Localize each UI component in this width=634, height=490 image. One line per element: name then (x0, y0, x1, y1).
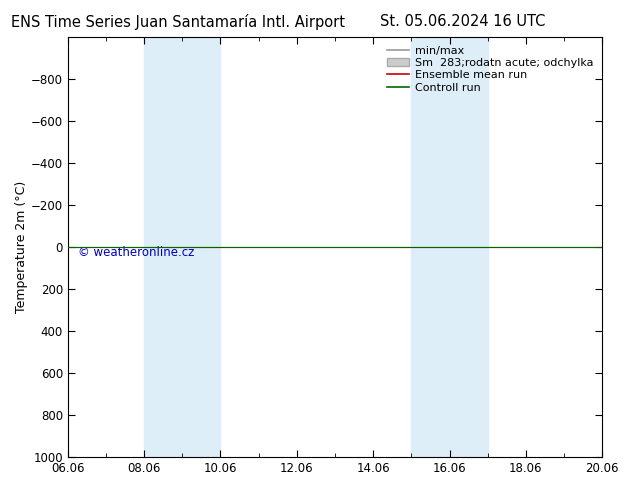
Text: ENS Time Series Juan Santamaría Intl. Airport: ENS Time Series Juan Santamaría Intl. Ai… (11, 14, 344, 30)
Text: © weatheronline.cz: © weatheronline.cz (79, 246, 195, 259)
Y-axis label: Temperature 2m (°C): Temperature 2m (°C) (15, 181, 28, 313)
Legend: min/max, Sm  283;rodatn acute; odchylka, Ensemble mean run, Controll run: min/max, Sm 283;rodatn acute; odchylka, … (384, 43, 597, 96)
Text: St. 05.06.2024 16 UTC: St. 05.06.2024 16 UTC (380, 14, 545, 29)
Bar (411, 37, 488, 457)
Bar (144, 37, 221, 457)
